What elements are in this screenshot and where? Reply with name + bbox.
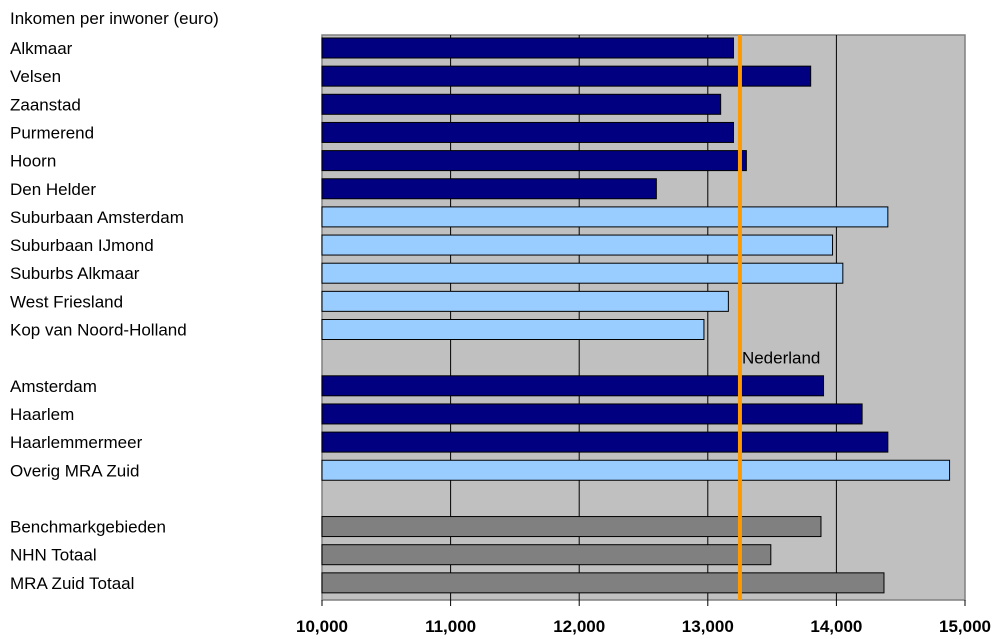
category-label: MRA Zuid Totaal xyxy=(10,574,134,593)
bar xyxy=(321,65,812,87)
bar xyxy=(321,431,889,453)
x-tick-label: 14,000 xyxy=(810,617,862,636)
category-label: Velsen xyxy=(10,67,61,86)
category-label: Alkmaar xyxy=(10,39,73,58)
bar xyxy=(321,544,772,566)
x-axis-tick-labels: 10,000 11,000 12,000 13,000 14,000 15,000 xyxy=(296,600,991,636)
bar xyxy=(321,290,729,312)
category-label: Haarlem xyxy=(10,405,74,424)
category-label: Purmerend xyxy=(10,123,94,142)
bar xyxy=(321,459,951,481)
category-label: Haarlemmermeer xyxy=(10,433,143,452)
bar xyxy=(321,178,657,200)
category-label: Den Helder xyxy=(10,180,96,199)
bar xyxy=(321,93,722,115)
bars xyxy=(321,37,951,594)
bar xyxy=(321,516,822,538)
category-label: Kop van Noord-Holland xyxy=(10,321,187,340)
category-label: Overig MRA Zuid xyxy=(10,461,139,480)
bar xyxy=(321,150,747,172)
bar xyxy=(321,262,844,284)
bar xyxy=(321,319,705,340)
bar xyxy=(321,37,735,59)
x-tick-label: 12,000 xyxy=(553,617,605,636)
category-labels: Alkmaar Velsen Zaanstad Purmerend Hoorn Den H… xyxy=(10,39,187,593)
bar xyxy=(321,572,885,594)
x-tick-label: 11,000 xyxy=(425,617,476,636)
reference-line-label: Nederland xyxy=(742,349,820,368)
bar xyxy=(321,403,863,425)
x-tick-label: 13,000 xyxy=(682,617,734,636)
category-label: Zaanstad xyxy=(10,95,81,114)
category-label: Suburbs Alkmaar xyxy=(10,264,140,283)
category-label: NHN Totaal xyxy=(10,546,97,565)
category-label: Amsterdam xyxy=(10,377,97,396)
bar xyxy=(321,234,834,256)
chart-title: Inkomen per inwoner (euro) xyxy=(10,9,219,28)
bar xyxy=(321,121,735,143)
bar xyxy=(321,375,825,397)
bar xyxy=(321,206,889,228)
plot-area xyxy=(321,34,966,601)
x-tick-label: 10,000 xyxy=(296,617,348,636)
category-label: Benchmarkgebieden xyxy=(10,518,166,537)
category-label: Hoorn xyxy=(10,152,56,171)
category-label: West Friesland xyxy=(10,292,123,311)
category-label: Suburbaan IJmond xyxy=(10,236,154,255)
x-tick-label: 15,000 xyxy=(939,617,991,636)
category-label: Suburbaan Amsterdam xyxy=(10,208,184,227)
